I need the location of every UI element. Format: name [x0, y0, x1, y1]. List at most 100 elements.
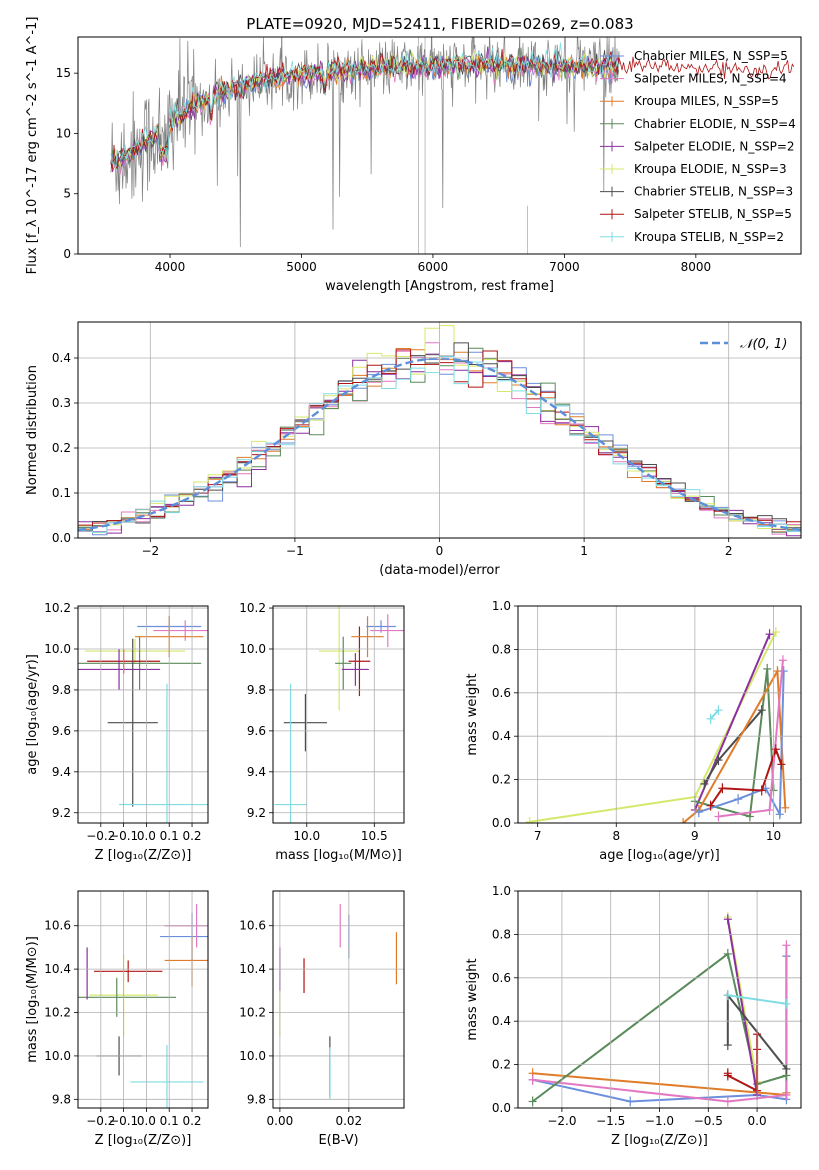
- x-tick-label: 8000: [681, 260, 712, 274]
- y-tick-label: 9.2: [52, 806, 71, 820]
- x-tick-label: 10.0: [293, 829, 320, 843]
- model-spectrum-kroupa_stelib: [110, 42, 620, 169]
- axes-frame: [77, 36, 802, 255]
- plot-area: [110, 37, 795, 254]
- x-axis-label: wavelength [Angstrom, rest frame]: [325, 279, 554, 294]
- y-axis-label: Normed distribution: [25, 365, 40, 495]
- y-tick-label: 0.2: [492, 1058, 511, 1072]
- x-tick-label: 7: [534, 829, 542, 843]
- y-tick-label: 10.0: [239, 642, 266, 656]
- x-tick-label: 0.1: [160, 1114, 179, 1128]
- spectrum-panel: 4000 5000 6000 7000 8000 0 5 10 15 wavelength [An…: [25, 17, 802, 294]
- x-tick-label: 7000: [549, 260, 580, 274]
- y-tick-label: 10.2: [239, 1006, 266, 1020]
- y-tick-label: 9.8: [52, 683, 71, 697]
- y-tick-label: 15: [56, 66, 71, 80]
- y-tick-label: 9.4: [52, 765, 71, 779]
- y-tick-label: 10.4: [44, 962, 71, 976]
- plot-area: [279, 904, 398, 1100]
- x-tick-label: 0.2: [182, 829, 201, 843]
- x-axis-label: age [log₁₀(age/yr)]: [599, 848, 720, 863]
- x-tick-label: 0: [436, 544, 444, 558]
- y-tick-label: 0.2: [52, 441, 71, 455]
- y-tick-label: 0.4: [492, 729, 511, 743]
- y-tick-label: 1.0: [492, 884, 511, 898]
- axes-frame: [272, 890, 405, 1109]
- x-tick-label: 0.00: [267, 1114, 294, 1128]
- axes-frame: [517, 605, 802, 824]
- x-tick-label: 10: [766, 829, 781, 843]
- x-tick-label: 4000: [155, 260, 186, 274]
- x-axis-label: Z [log₁₀(Z/Z⊙)]: [95, 1133, 192, 1148]
- y-tick-label: 9.4: [247, 765, 266, 779]
- x-axis-label: mass [log₁₀(M/M⊙)]: [275, 848, 402, 863]
- y-tick-label: 10.0: [44, 1049, 71, 1063]
- x-tick-label: 10.5: [361, 829, 388, 843]
- mass-vs-EBV-panel: 0.00 0.02 9.8 10.0 10.2 10.4 10.6 E(B-V): [239, 890, 405, 1148]
- weight-vs-Z-panel: −2.0 −1.5 −1.0 −0.5 0.0 0.0 0.2 0.4 0.6 0.8 1.0 Z […: [465, 884, 802, 1148]
- weight-vs-age-panel: 7 8 9 10 0.0 0.2 0.4 0.6 0.8 1.0 age [log₁₀(age/yr…: [465, 599, 802, 863]
- axes-frame: [77, 605, 209, 824]
- x-tick-label: −0.1: [109, 829, 138, 843]
- x-tick-label: 0.0: [137, 829, 156, 843]
- y-axis-label: Flux [f_λ 10^-17 erg cm^-2 s^-1 A^-1]: [25, 17, 40, 275]
- plot-area: [525, 627, 790, 823]
- y-axis-label: mass weight: [465, 673, 480, 755]
- x-tick-label: 0.1: [160, 829, 179, 843]
- x-axis-label: Z [log₁₀(Z/Z⊙)]: [95, 848, 192, 863]
- y-tick-label: 10.4: [239, 962, 266, 976]
- plot-area: [274, 606, 404, 823]
- plot-area: [78, 616, 208, 823]
- residuals-panel: −2 −1 0 1 2 0.0 0.1 0.2 0.3 0.4 (data-model)/error…: [25, 321, 802, 578]
- y-axis-label: age [log₁₀(age/yr)]: [25, 654, 40, 775]
- axes-frame: [272, 605, 405, 824]
- x-tick-label: 2: [725, 544, 733, 558]
- age-vs-Z-panel: −0.2−0.10.0 0.1 0.2 9.2 9.4 9.6 9.8 10.0 10.2 Z […: [25, 601, 209, 863]
- axes-frame: [77, 890, 209, 1109]
- legend-label: Kroupa MILES, N_SSP=5: [634, 94, 779, 108]
- x-tick-label: −0.2: [86, 1114, 115, 1128]
- y-tick-label: 10.2: [44, 1006, 71, 1020]
- x-tick-label: 0.0: [137, 1114, 156, 1128]
- y-tick-label: 9.8: [247, 683, 266, 697]
- x-tick-label: −1.0: [645, 1114, 674, 1128]
- plot-area: [78, 904, 208, 1108]
- legend-label: Salpeter MILES, N_SSP=4: [634, 72, 787, 86]
- y-tick-label: 10.6: [239, 919, 266, 933]
- y-tick-label: 0.8: [492, 927, 511, 941]
- weight-line-chabrier_elodie: [694, 668, 775, 818]
- y-tick-label: 10.2: [44, 601, 71, 615]
- y-tick-label: 0.2: [492, 773, 511, 787]
- y-tick-label: 0.1: [52, 486, 71, 500]
- x-axis-label: Z [log₁₀(Z/Z⊙)]: [611, 1133, 708, 1148]
- x-tick-label: −1: [286, 544, 304, 558]
- x-tick-label: 6000: [418, 260, 449, 274]
- y-tick-label: 10.0: [239, 1049, 266, 1063]
- y-tick-label: 0.6: [492, 686, 511, 700]
- x-tick-label: −1.5: [596, 1114, 625, 1128]
- legend-label: Kroupa STELIB, N_SSP=2: [634, 230, 784, 244]
- y-tick-label: 0.4: [52, 351, 71, 365]
- y-tick-label: 0.3: [52, 396, 71, 410]
- y-tick-label: 10: [56, 126, 71, 140]
- legend-label: Chabrier MILES, N_SSP=5: [634, 49, 788, 63]
- y-axis-label: mass [log₁₀(M/M⊙)]: [25, 936, 40, 1063]
- y-tick-label: 0.0: [492, 816, 511, 830]
- age-vs-mass-panel: 10.0 10.5 9.2 9.4 9.6 9.8 10.0 10.2 mass [log₁₀(…: [239, 601, 405, 863]
- y-tick-label: 5: [63, 187, 71, 201]
- y-tick-label: 0: [63, 247, 71, 261]
- x-tick-label: 5000: [286, 260, 317, 274]
- y-tick-label: 9.6: [52, 724, 71, 738]
- x-tick-label: −0.2: [86, 829, 115, 843]
- mass-vs-Z-panel: −0.2−0.10.0 0.1 0.2 9.8 10.0 10.2 10.4 10.6 Z [l…: [25, 890, 209, 1148]
- y-tick-label: 9.6: [247, 724, 266, 738]
- legend-label: Salpeter STELIB, N_SSP=5: [634, 207, 792, 221]
- y-tick-label: 1.0: [492, 599, 511, 613]
- x-tick-label: 0.02: [335, 1114, 362, 1128]
- x-tick-label: −2.0: [547, 1114, 576, 1128]
- axes-frame: [517, 890, 802, 1109]
- y-tick-label: 10.0: [44, 642, 71, 656]
- legend-label: 𝒩(0, 1): [740, 337, 787, 352]
- weight-line-chabrier_elodie: [531, 952, 787, 1103]
